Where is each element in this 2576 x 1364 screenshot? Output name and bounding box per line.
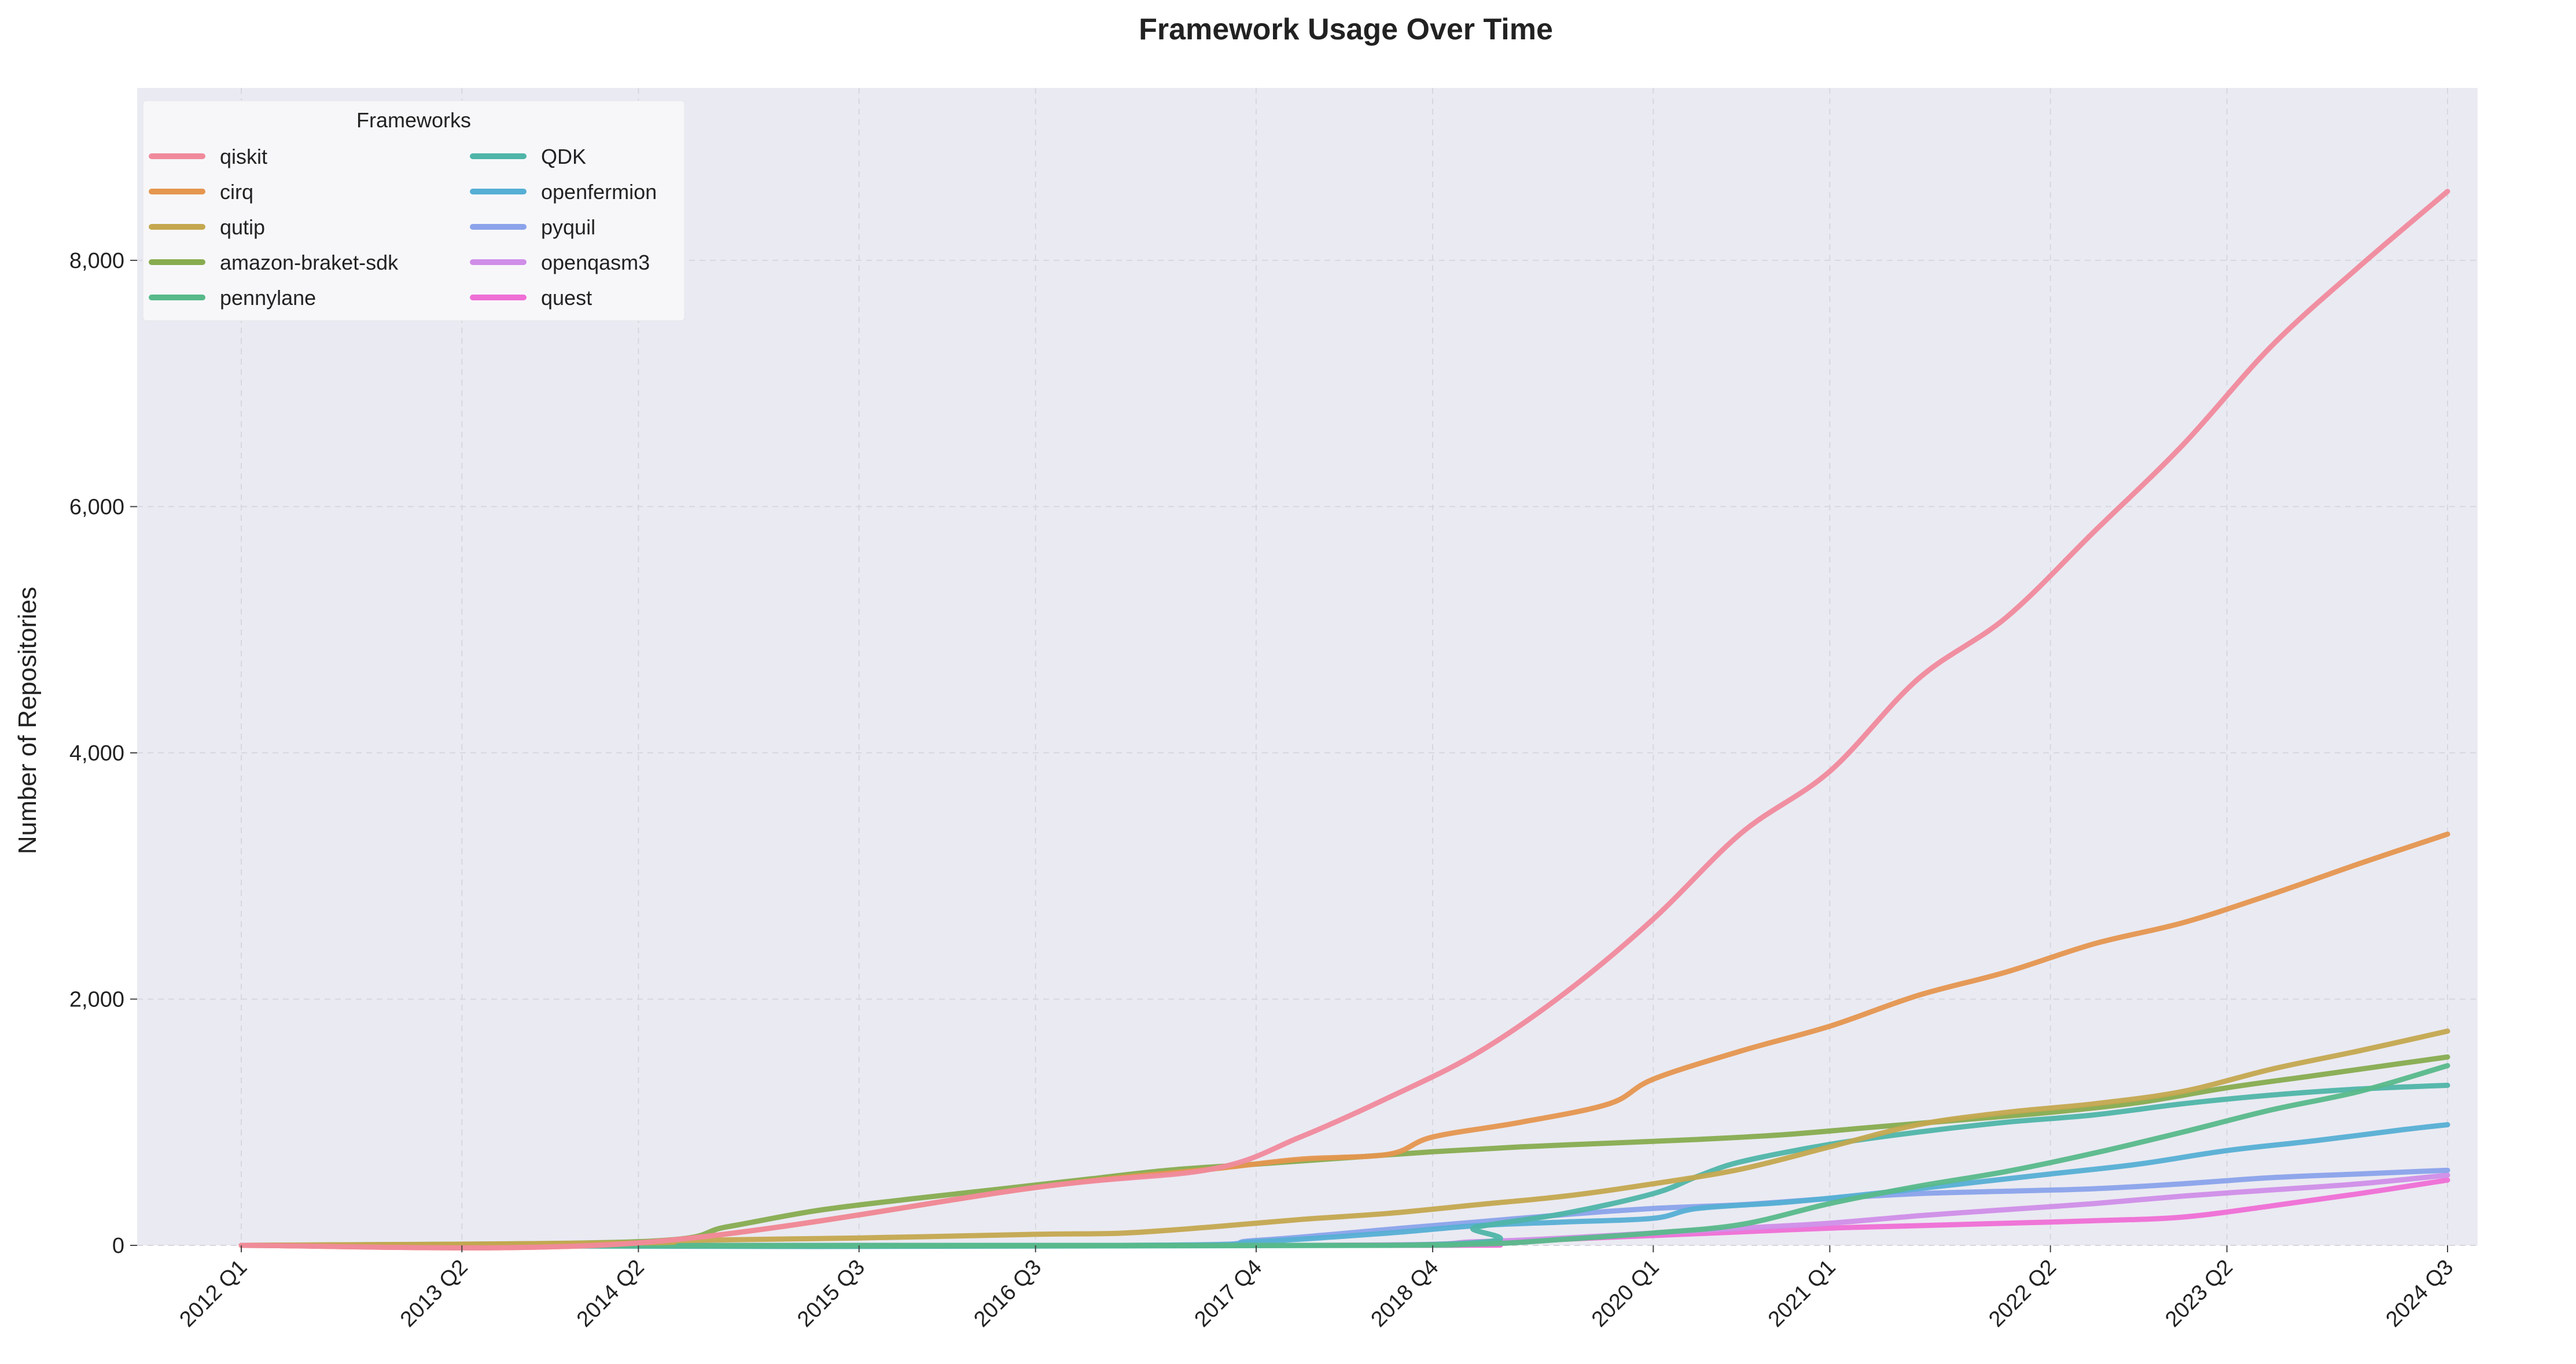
y-tick-label: 6,000 [69, 495, 124, 519]
y-axis-label: Number of Repositories [13, 587, 42, 854]
legend-label: pyquil [541, 215, 595, 239]
legend-label: openqasm3 [541, 251, 650, 274]
legend-label: quest [541, 286, 592, 310]
x-tick-label: 2022 Q2 [1984, 1255, 2061, 1332]
gridlines [137, 88, 2478, 1246]
x-tick-label: 2015 Q3 [793, 1255, 870, 1332]
x-tick-label: 2024 Q3 [2382, 1255, 2459, 1332]
x-tick-label: 2013 Q2 [396, 1255, 473, 1332]
x-tick-label: 2023 Q2 [2161, 1255, 2238, 1332]
series-line-amazon-braket-sdk [238, 1054, 2450, 1248]
x-tick-label: 2014 Q2 [572, 1255, 649, 1332]
x-tick-label: 2020 Q1 [1587, 1255, 1664, 1332]
legend-title: Frameworks [356, 108, 471, 132]
legend: Frameworks qiskit cirq qutip amazon-braket-… [142, 100, 685, 321]
legend-label: cirq [220, 180, 253, 204]
x-tick-label: 2021 Q1 [1764, 1255, 1841, 1332]
series-line-qiskit [238, 189, 2450, 1251]
x-tick-label: 2016 Q3 [969, 1255, 1046, 1332]
legend-label: openfermion [541, 180, 657, 204]
legend-label: amazon-braket-sdk [220, 251, 399, 274]
legend-label: QDK [541, 145, 586, 168]
series-lines [238, 189, 2450, 1251]
x-tick-label: 2018 Q4 [1367, 1255, 1444, 1332]
legend-label: pennylane [220, 286, 316, 310]
legend-label: qiskit [220, 145, 267, 168]
y-tick-label: 4,000 [69, 741, 124, 766]
series-line-pennylane [238, 1062, 2450, 1248]
x-tick-label: 2017 Q4 [1190, 1255, 1267, 1332]
legend-box [142, 100, 685, 321]
y-tick-label: 0 [112, 1234, 124, 1258]
series-line-qutip [238, 1028, 2450, 1248]
legend-label: qutip [220, 215, 265, 239]
y-tick-label: 8,000 [69, 249, 124, 273]
y-tick-label: 2,000 [69, 987, 124, 1012]
x-tick-label: 2012 Q1 [175, 1255, 252, 1332]
chart-title: Framework Usage Over Time [1139, 13, 1553, 46]
